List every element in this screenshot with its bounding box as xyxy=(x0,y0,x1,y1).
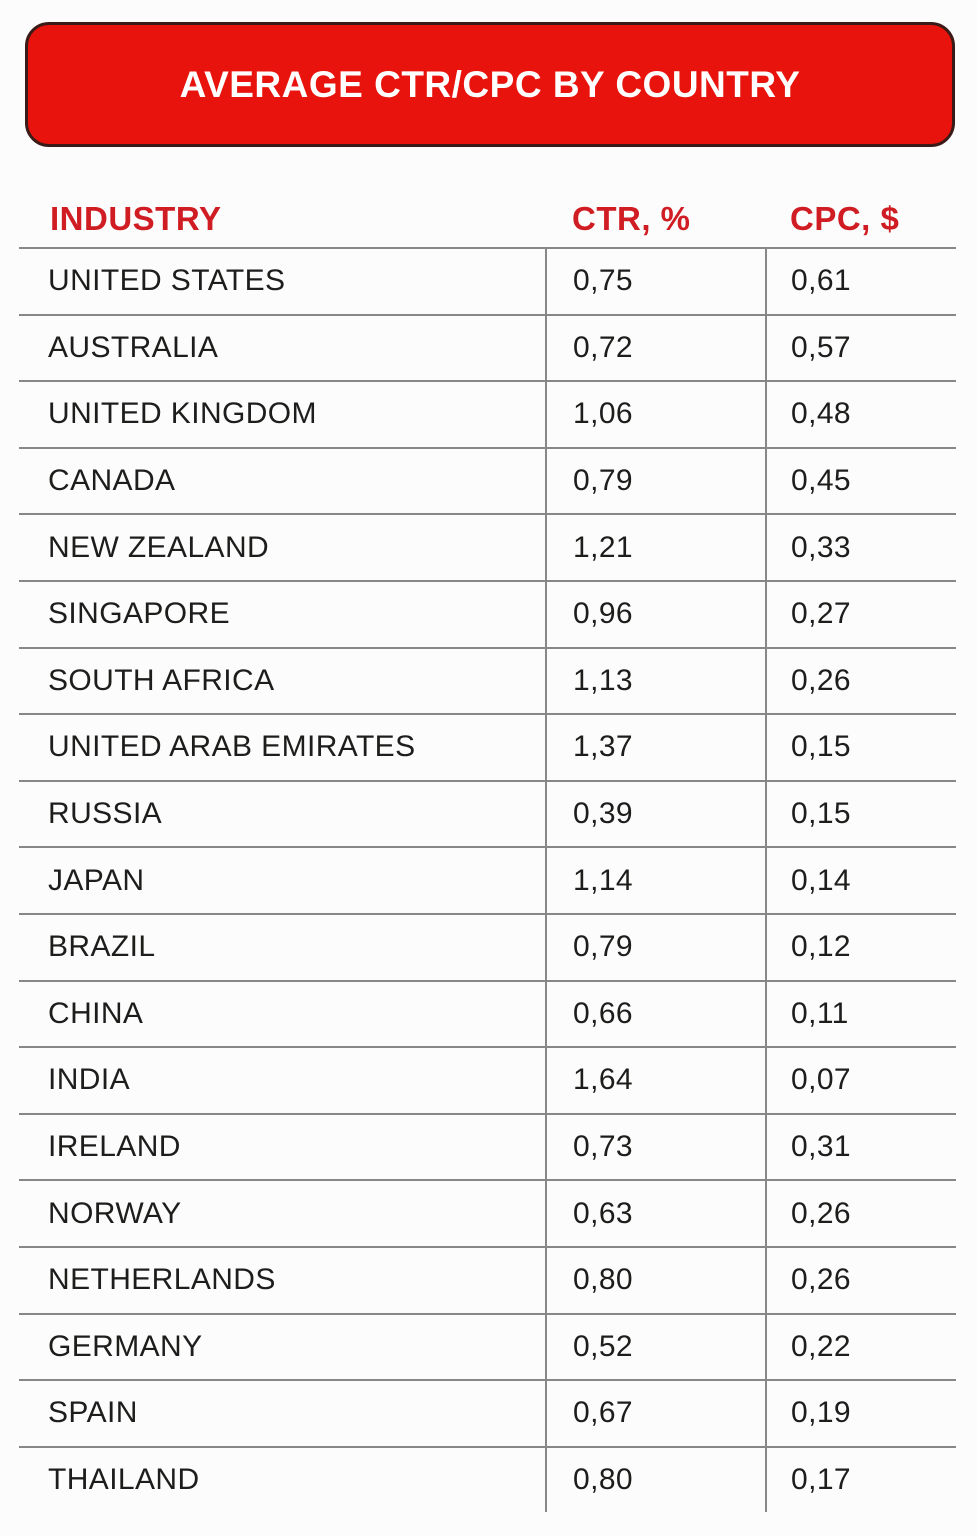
cpc-cell: 0,07 xyxy=(765,1048,956,1113)
table-row: UNITED STATES 0,75 0,61 xyxy=(19,247,956,314)
column-header-cpc: CPC, $ xyxy=(790,199,900,237)
cpc-cell: 0,14 xyxy=(765,848,956,913)
country-cell: NORWAY xyxy=(48,1196,182,1230)
country-cell: NEW ZEALAND xyxy=(48,530,270,564)
table-row: RUSSIA 0,39 0,15 xyxy=(19,779,956,847)
table-row: BRAZIL 0,79 0,12 xyxy=(19,912,956,980)
ctr-cell: 0,67 xyxy=(545,1381,765,1446)
ctr-cell: 0,52 xyxy=(545,1314,765,1380)
ctr-cell: 1,21 xyxy=(545,515,765,580)
ctr-cell: 1,37 xyxy=(545,715,765,780)
country-cell: UNITED ARAB EMIRATES xyxy=(48,730,416,764)
cpc-cell: 0,15 xyxy=(765,781,956,847)
cpc-cell: 0,26 xyxy=(765,1247,956,1313)
cpc-cell: 0,45 xyxy=(765,448,956,514)
table-row: SOUTH AFRICA 1,13 0,26 xyxy=(19,646,956,714)
table-row: UNITED KINGDOM 1,06 0,48 xyxy=(19,380,956,447)
country-cell: CHINA xyxy=(48,996,144,1030)
cpc-cell: 0,57 xyxy=(765,315,956,381)
cpc-cell: 0,26 xyxy=(765,1181,956,1246)
ctr-cell: 0,80 xyxy=(545,1247,765,1313)
country-cell: SOUTH AFRICA xyxy=(48,663,275,697)
ctr-cell: 0,96 xyxy=(545,581,765,647)
table-row: SINGAPORE 0,96 0,27 xyxy=(19,579,956,647)
table-row: NEW ZEALAND 1,21 0,33 xyxy=(19,513,956,580)
table-row: NETHERLANDS 0,80 0,26 xyxy=(19,1245,956,1313)
cpc-cell: 0,31 xyxy=(765,1114,956,1180)
country-cell: THAILAND xyxy=(48,1462,200,1496)
ctr-cell: 0,63 xyxy=(545,1181,765,1246)
country-cell: INDIA xyxy=(48,1063,131,1097)
table-row: NORWAY 0,63 0,26 xyxy=(19,1179,956,1246)
table-row: JAPAN 1,14 0,14 xyxy=(19,846,956,913)
table-row: INDIA 1,64 0,07 xyxy=(19,1046,956,1113)
cpc-cell: 0,48 xyxy=(765,382,956,447)
country-cell: JAPAN xyxy=(48,863,145,897)
cpc-cell: 0,22 xyxy=(765,1314,956,1380)
country-cell: SPAIN xyxy=(48,1396,138,1430)
cpc-cell: 0,15 xyxy=(765,715,956,780)
title-banner: AVERAGE CTR/CPC BY COUNTRY xyxy=(25,22,955,147)
ctr-cell: 0,79 xyxy=(545,914,765,980)
cpc-cell: 0,61 xyxy=(765,249,956,314)
page-title: AVERAGE CTR/CPC BY COUNTRY xyxy=(179,63,801,105)
column-header-industry: INDUSTRY xyxy=(50,199,222,237)
ctr-cell: 0,66 xyxy=(545,981,765,1047)
ctr-cell: 0,75 xyxy=(545,249,765,314)
ctr-cell: 0,39 xyxy=(545,781,765,847)
country-cell: UNITED KINGDOM xyxy=(48,397,317,431)
table-row: CHINA 0,66 0,11 xyxy=(19,979,956,1047)
ctr-cell: 0,80 xyxy=(545,1447,765,1513)
table-body: UNITED STATES 0,75 0,61 AUSTRALIA 0,72 0… xyxy=(19,247,956,1513)
cpc-cell: 0,12 xyxy=(765,914,956,980)
country-cell: NETHERLANDS xyxy=(48,1263,276,1297)
ctr-cell: 1,14 xyxy=(545,848,765,913)
table-row: CANADA 0,79 0,45 xyxy=(19,446,956,514)
country-cell: UNITED STATES xyxy=(48,264,286,298)
country-cell: RUSSIA xyxy=(48,797,163,831)
cpc-cell: 0,27 xyxy=(765,581,956,647)
ctr-cell: 0,73 xyxy=(545,1114,765,1180)
cpc-cell: 0,26 xyxy=(765,648,956,714)
country-cell: AUSTRALIA xyxy=(48,330,219,364)
country-cell: GERMANY xyxy=(48,1329,203,1363)
cpc-cell: 0,17 xyxy=(765,1447,956,1513)
table-row: AUSTRALIA 0,72 0,57 xyxy=(19,313,956,381)
ctr-cell: 1,64 xyxy=(545,1048,765,1113)
cpc-cell: 0,33 xyxy=(765,515,956,580)
country-cell: CANADA xyxy=(48,464,176,498)
cpc-cell: 0,19 xyxy=(765,1381,956,1446)
country-cell: SINGAPORE xyxy=(48,597,230,631)
ctr-cell: 0,72 xyxy=(545,315,765,381)
cpc-cell: 0,11 xyxy=(765,981,956,1047)
table-row: SPAIN 0,67 0,19 xyxy=(19,1379,956,1446)
table-row: THAILAND 0,80 0,17 xyxy=(19,1445,956,1513)
country-cell: BRAZIL xyxy=(48,930,156,964)
table-row: UNITED ARAB EMIRATES 1,37 0,15 xyxy=(19,713,956,780)
table-header: INDUSTRY CTR, % CPC, $ xyxy=(19,190,956,247)
table-row: IRELAND 0,73 0,31 xyxy=(19,1112,956,1180)
ctr-cell: 0,79 xyxy=(545,448,765,514)
ctr-cell: 1,06 xyxy=(545,382,765,447)
ctr-cell: 1,13 xyxy=(545,648,765,714)
table-row: GERMANY 0,52 0,22 xyxy=(19,1312,956,1380)
country-cell: IRELAND xyxy=(48,1130,181,1164)
column-header-ctr: CTR, % xyxy=(572,199,691,237)
